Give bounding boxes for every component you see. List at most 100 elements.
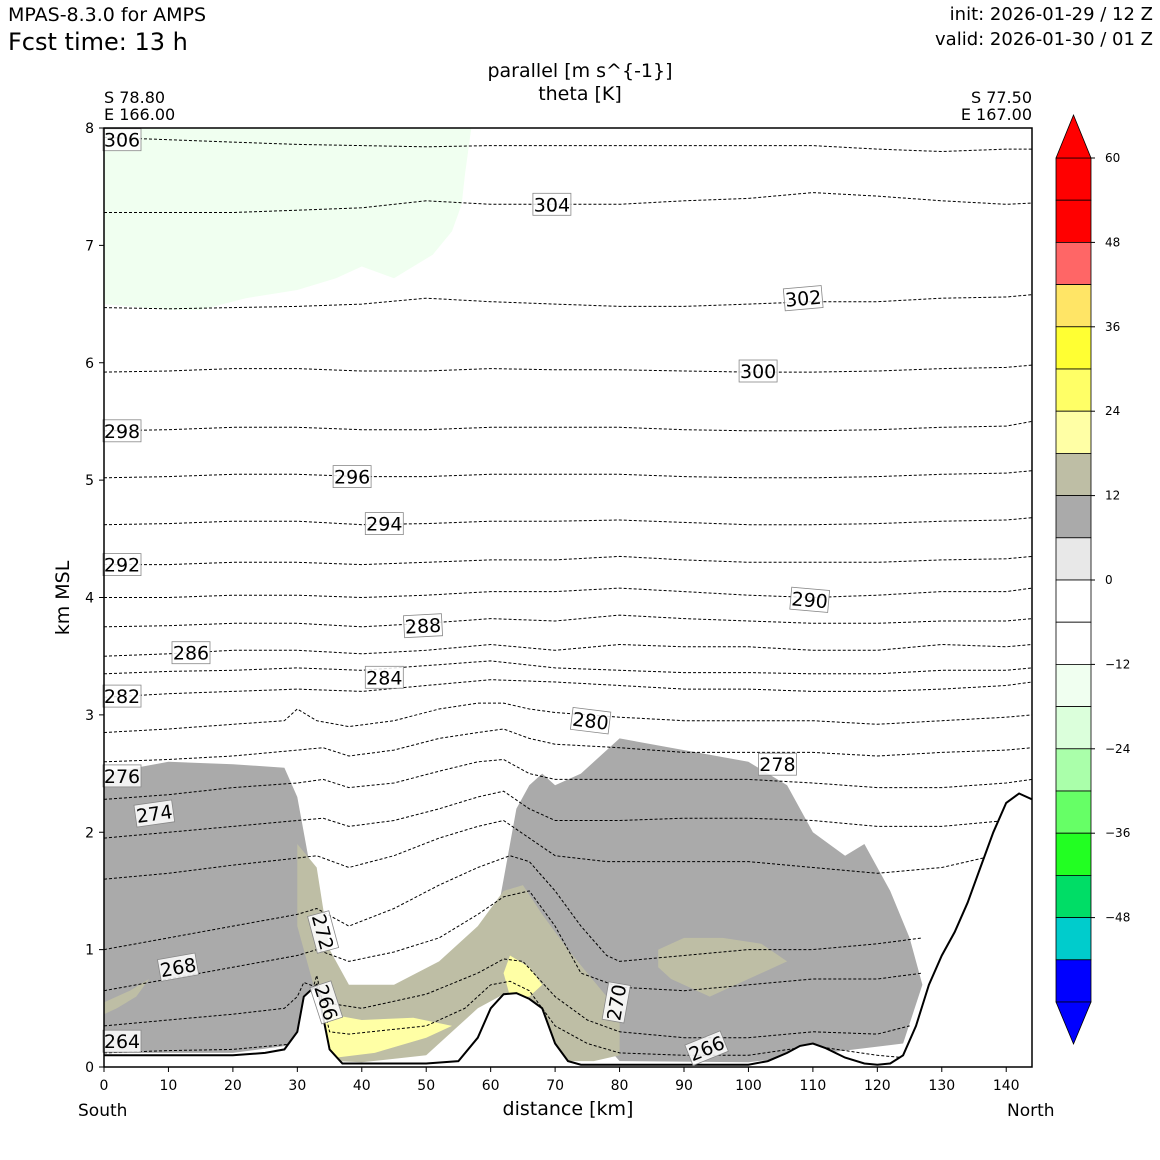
contour-label-text: 294	[366, 514, 402, 536]
colorbar-bin	[1055, 748, 1092, 792]
contour-label-text: 290	[791, 588, 829, 613]
contour-label-box	[364, 665, 404, 689]
contour-label-box	[309, 980, 344, 1025]
colorbar-bin	[1055, 157, 1092, 201]
contour-label-text: 274	[135, 801, 174, 828]
y-axis-label: km MSL	[52, 560, 74, 636]
contour-label-text: 286	[173, 643, 209, 665]
contour-label-text: 298	[104, 421, 140, 443]
contour-label-288: 288	[403, 613, 443, 639]
x-tick-label: 80	[611, 1078, 629, 1094]
colorbar-bin	[1055, 495, 1092, 539]
contour-label-text: 280	[571, 709, 610, 735]
x-tick-label: 140	[993, 1078, 1020, 1094]
start-lon: E 166.00	[104, 105, 176, 124]
colorbar-bin	[1055, 664, 1092, 708]
contour-label-box	[102, 553, 142, 576]
model-name: MPAS-8.3.0 for AMPS	[8, 4, 207, 26]
theta-contour-276	[104, 758, 1032, 800]
contour-label-text: 306	[104, 130, 140, 152]
colorbar-bin	[1055, 326, 1092, 370]
x-tick-label: 60	[482, 1078, 500, 1094]
contour-label-box	[789, 586, 831, 613]
contour-label-box	[569, 707, 612, 735]
x-tick-label: 50	[417, 1078, 435, 1094]
contour-label-box	[102, 684, 142, 708]
contour-label-box	[171, 641, 211, 665]
colorbar-tick-label: 0	[1105, 573, 1113, 587]
x-tick-label: 20	[224, 1078, 242, 1094]
contour-label-274: 274	[133, 799, 176, 828]
contour-label-text: 278	[759, 754, 795, 776]
colorbar-tick-label: −36	[1105, 826, 1130, 840]
contour-label-text: 302	[784, 287, 822, 312]
colorbar-tick-label: −24	[1105, 742, 1130, 756]
contour-label-text: 300	[740, 361, 776, 383]
contour-label-box	[157, 952, 200, 982]
theta-contour-266	[104, 958, 910, 1039]
end-lon: E 167.00	[960, 105, 1032, 124]
contour-label-box	[102, 419, 142, 443]
contour-label-box	[758, 752, 797, 776]
contour-label-text: 264	[104, 1031, 140, 1053]
theta-contour-298	[104, 420, 1032, 432]
wind-shading-4	[658, 937, 788, 997]
theta-contour-282	[104, 679, 1032, 698]
wind-shading-6	[316, 990, 452, 1058]
wind-shading-1	[104, 128, 472, 310]
theta-contour-284	[104, 660, 1032, 675]
colorbar-bin	[1055, 959, 1092, 1003]
colorbar-extend-min	[1055, 1001, 1092, 1046]
contour-label-text: 296	[334, 467, 370, 489]
contour-label-box	[738, 359, 778, 383]
colorbar-tick-label: −48	[1105, 911, 1130, 925]
y-tick-label: 5	[85, 473, 94, 489]
theta-contour-280	[104, 702, 1032, 733]
contour-label-box	[307, 910, 340, 954]
colorbar-bin	[1055, 368, 1092, 412]
x-tick-label: 120	[864, 1078, 891, 1094]
contour-label-300: 300	[738, 359, 778, 383]
chart-title-line-1: parallel [m s^{-1}]	[487, 60, 673, 82]
y-tick-label: 7	[85, 238, 94, 254]
colorbar-tick-label: 48	[1105, 235, 1120, 249]
contour-label-282: 282	[102, 684, 142, 708]
x-tick-label: 130	[928, 1078, 955, 1094]
contour-label-284: 284	[364, 665, 404, 689]
contour-label-box	[133, 799, 176, 828]
colorbar-bin	[1055, 284, 1092, 328]
contour-label-294: 294	[364, 512, 404, 536]
x-tick-label: 0	[100, 1078, 109, 1094]
theta-contour-272	[104, 819, 994, 880]
contour-label-text: 282	[104, 686, 140, 708]
wind-shading-7	[503, 955, 543, 997]
colorbar-bin	[1055, 579, 1092, 623]
contour-label-306: 306	[102, 128, 142, 152]
contour-label-text: 292	[104, 555, 140, 577]
colorbar-bin	[1055, 790, 1092, 834]
y-tick-label: 4	[85, 591, 94, 607]
theta-contour-292	[104, 555, 1032, 566]
contour-label-text: 284	[366, 667, 402, 689]
forecast-time: Fcst time: 13 h	[8, 28, 188, 56]
colorbar-tick-label: 12	[1105, 489, 1120, 503]
end-point-coords: S 77.50 E 167.00	[961, 89, 1032, 123]
init-time: init: 2026-01-29 / 12 Z	[949, 4, 1153, 25]
theta-contour-274	[104, 790, 1032, 839]
colorbar-bin	[1055, 832, 1092, 876]
theta-contour-278	[104, 728, 1032, 763]
end-lat: S 77.50	[970, 88, 1032, 107]
colorbar-tick-label: 60	[1105, 151, 1120, 165]
contour-label-280: 280	[569, 707, 612, 735]
x-tick-label: 30	[288, 1078, 306, 1094]
contour-label-box	[532, 192, 572, 216]
contour-label-box	[332, 465, 372, 489]
y-tick-label: 6	[85, 356, 94, 372]
contour-label-box	[782, 285, 824, 312]
contour-label-296: 296	[332, 465, 372, 489]
y-tick-label: 3	[85, 708, 94, 724]
valid-time: valid: 2026-01-30 / 01 Z	[935, 29, 1153, 50]
contour-label-box	[684, 1030, 729, 1067]
contour-label-278: 278	[758, 752, 797, 776]
theta-contour-300	[104, 364, 1032, 373]
